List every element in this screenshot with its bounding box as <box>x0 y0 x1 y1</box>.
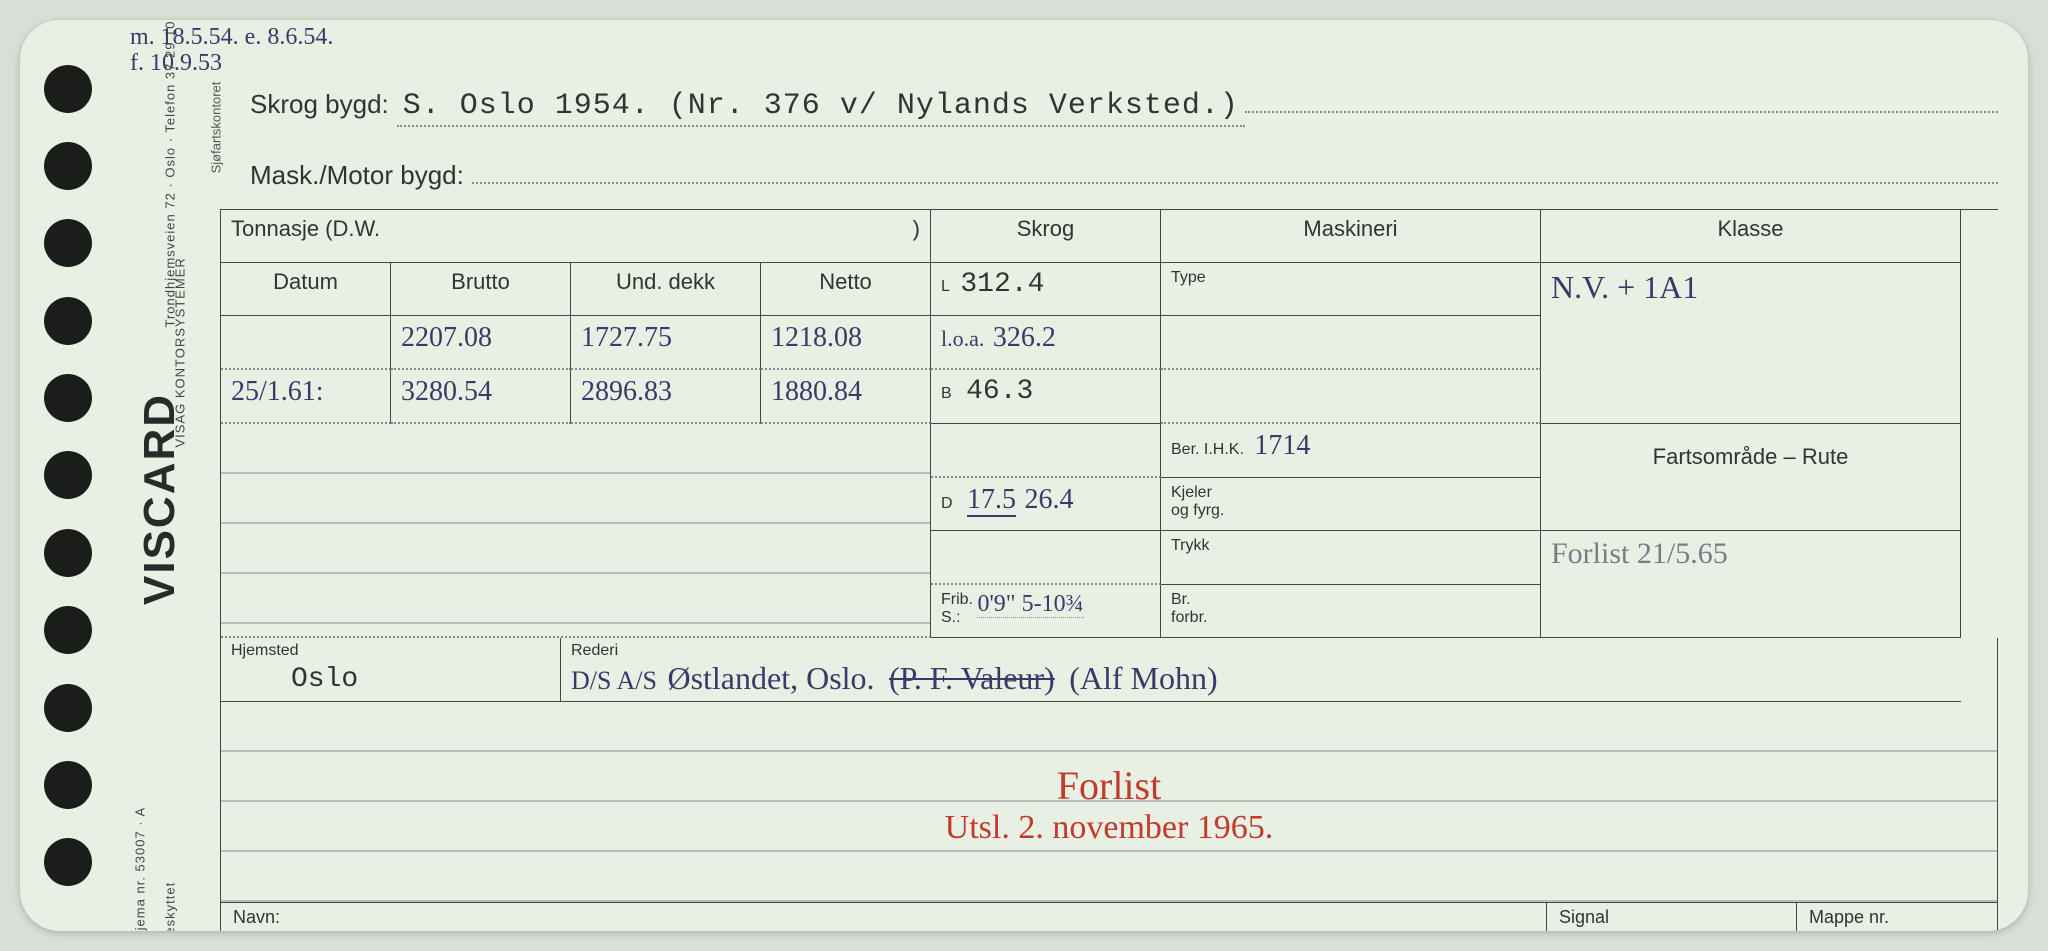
skrog-header: Skrog <box>931 210 1161 263</box>
handwritten-top-notes: m. 18.5.54. e. 8.6.54. f. 10.9.53 <box>130 24 333 77</box>
card-sidebar: VISCARD VISAG KONTORSYSTEMER Trondhjemsv… <box>120 20 180 931</box>
hole <box>44 761 92 809</box>
card-content: Sjøfartskontoret m. 18.5.54. e. 8.6.54. … <box>180 20 2028 931</box>
rederi-value: Østlandet, Oslo. <box>667 660 874 696</box>
hole <box>44 65 92 113</box>
skrog-bygd-row: Skrog bygd: S. Oslo 1954. (Nr. 376 v/ Ny… <box>250 80 1998 127</box>
corner-label: Sjøfartskontoret <box>208 82 223 174</box>
skrog-bygd-label: Skrog bygd: <box>250 89 389 120</box>
hole <box>44 451 92 499</box>
skrog-bygd-value: S. Oslo 1954. (Nr. 376 v/ Nylands Verkst… <box>397 89 1245 127</box>
ton-r2-brutto: 3280.54 <box>391 370 571 424</box>
maskineri-empty1 <box>1161 316 1541 370</box>
maskineri-br: Br. forbr. <box>1161 585 1541 638</box>
hole <box>44 142 92 190</box>
footer-row: Navn: ds. "Lionne" Signal L F P M Mappe … <box>220 902 1998 931</box>
ton-r1-brutto: 2207.08 <box>391 316 571 370</box>
hole <box>44 838 92 886</box>
klasse-header: Klasse <box>1541 210 1961 263</box>
col-brutto: Brutto <box>391 263 571 316</box>
hole <box>44 606 92 654</box>
binder-holes <box>20 20 120 931</box>
hjemsted-row: Hjemsted Oslo Rederi D/S A/S Østlandet, … <box>220 638 1998 702</box>
hole <box>44 684 92 732</box>
hjemsted-value: Oslo <box>291 664 550 695</box>
col-netto: Netto <box>761 263 931 316</box>
maskineri-type: Type <box>1161 263 1541 316</box>
rederi-paren: (Alf Mohn) <box>1069 660 1217 696</box>
col-datum: Datum <box>221 263 391 316</box>
maskineri-kjeler: Kjeler og fyrg. <box>1161 478 1541 531</box>
hole <box>44 297 92 345</box>
top-note-2: f. 10.9.53 <box>130 50 333 76</box>
note-utsl: Utsl. 2. november 1965. <box>231 809 1987 847</box>
maskineri-trykk: Trykk <box>1161 531 1541 585</box>
skrog-empty <box>931 424 1161 478</box>
skrog-B: B 46.3 <box>931 370 1161 424</box>
notes-area: Forlist Utsl. 2. november 1965. <box>220 702 1998 902</box>
ship-record-card: VISCARD VISAG KONTORSYSTEMER Trondhjemsv… <box>20 20 2028 931</box>
sidebar-protected: Mønsterbeskyttet <box>163 698 178 932</box>
rederi-struck: (P. F. Valeur) <box>889 660 1055 696</box>
rederi-cell: Rederi D/S A/S Østlandet, Oslo. (P. F. V… <box>561 638 1961 702</box>
note-forlist: Forlist <box>231 762 1987 809</box>
maskineri-empty2 <box>1161 370 1541 424</box>
hole <box>44 219 92 267</box>
sidebar-form-number: Skjema nr. 53007 · A <box>133 548 148 932</box>
maskineri-ber: Ber. I.H.K. 1714 <box>1161 424 1541 478</box>
col-und-dekk: Und. dekk <box>571 263 761 316</box>
fartsomrade-value: Forlist 21/5.65 <box>1541 531 1961 638</box>
fartsomrade-label: Fartsområde – Rute <box>1541 424 1961 531</box>
rederi-prefix: D/S A/S <box>571 666 657 695</box>
mappe-cell: Mappe nr. 13199 <box>1797 903 1997 931</box>
skrog-empty2 <box>931 531 1161 585</box>
ton-r2-netto: 1880.84 <box>761 370 931 424</box>
ton-r1-und: 1727.75 <box>571 316 761 370</box>
motor-bygd-label: Mask./Motor bygd: <box>250 160 464 191</box>
hole <box>44 374 92 422</box>
skrog-frib: Frib. S.: 0'9" 5-10¾ <box>931 585 1161 638</box>
navn-cell: Navn: ds. "Lionne" <box>221 903 1547 931</box>
ton-r2-und: 2896.83 <box>571 370 761 424</box>
tonnage-empty <box>221 424 931 638</box>
top-note-1: m. 18.5.54. e. 8.6.54. <box>130 24 333 50</box>
motor-bygd-row: Mask./Motor bygd: <box>250 151 1998 191</box>
dotted-fill <box>1245 80 1998 113</box>
hole <box>44 529 92 577</box>
maskineri-header: Maskineri <box>1161 210 1541 263</box>
skrog-L: L 312.4 <box>931 263 1161 316</box>
skrog-loa: l.o.a. 326.2 <box>931 316 1161 370</box>
skrog-D: D 17.5 26.4 <box>931 478 1161 531</box>
tonnage-header: Tonnasje (D.W. ) <box>221 210 931 263</box>
signal-cell: Signal L F P M <box>1547 903 1797 931</box>
hjemsted-cell: Hjemsted Oslo <box>221 638 561 702</box>
klasse-value: N.V. + 1A1 <box>1541 263 1961 424</box>
motor-bygd-value <box>472 151 1998 184</box>
main-data-grid: Tonnasje (D.W. ) Skrog Maskineri Klasse … <box>220 209 1998 638</box>
ton-r1-netto: 1218.08 <box>761 316 931 370</box>
ton-r1-datum <box>221 316 391 370</box>
ton-r2-datum: 25/1.61: <box>221 370 391 424</box>
